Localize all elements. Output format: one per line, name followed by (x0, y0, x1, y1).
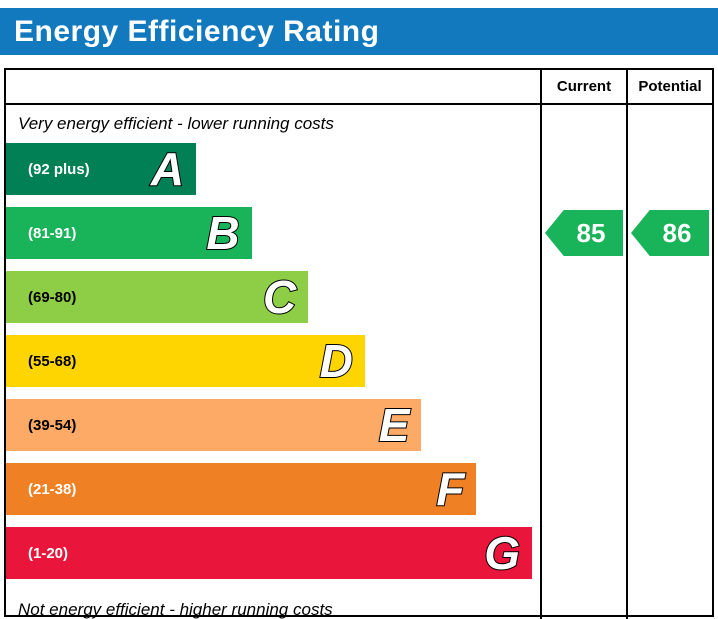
chart-body-row: Very energy efficient - lower running co… (6, 105, 712, 619)
band-range-label: (21-38) (28, 480, 77, 498)
band-letter: C (262, 271, 297, 323)
current-column: 85 (540, 105, 626, 619)
rating-band-a: (92 plus) A (6, 143, 197, 195)
potential-rating-arrow: 86 (631, 210, 709, 256)
current-rating-value: 85 (576, 217, 606, 248)
rating-band-g: (1-20) G (6, 527, 532, 579)
header-spacer (6, 70, 540, 103)
band-range-label: (69-80) (28, 288, 77, 306)
potential-column: 86 (626, 105, 712, 619)
band-letter: E (378, 399, 411, 451)
band-range-label: (92 plus) (28, 160, 90, 178)
current-column-header: Current (540, 70, 626, 103)
band-range-label: (1-20) (28, 544, 69, 562)
band-range-label: (39-54) (28, 416, 77, 434)
potential-rating-value: 86 (662, 217, 692, 248)
rating-band-b: (81-91) B (6, 207, 252, 259)
band-letter: B (205, 207, 240, 259)
rating-band-d: (55-68) D (6, 335, 365, 387)
title-bar: Energy Efficiency Rating (0, 8, 718, 55)
chart-header-row: Current Potential (6, 70, 712, 105)
rating-bands-area: Very energy efficient - lower running co… (6, 105, 540, 619)
bottom-note: Not energy efficient - higher running co… (18, 600, 333, 619)
page-title: Energy Efficiency Rating (14, 14, 380, 48)
rating-band-f: (21-38) F (6, 463, 477, 515)
band-letter: G (483, 527, 521, 579)
current-rating-arrow: 85 (545, 210, 623, 256)
rating-band-c: (69-80) C (6, 271, 309, 323)
band-range-label: (55-68) (28, 352, 77, 370)
band-letter: D (319, 335, 354, 387)
rating-band-e: (39-54) E (6, 399, 422, 451)
band-letter: A (150, 143, 185, 195)
epc-chart-table: Current Potential Very energy efficient … (4, 68, 714, 619)
top-note: Very energy efficient - lower running co… (18, 114, 334, 133)
potential-column-header: Potential (626, 70, 712, 103)
band-range-label: (81-91) (28, 224, 77, 242)
band-letter: F (435, 463, 465, 515)
